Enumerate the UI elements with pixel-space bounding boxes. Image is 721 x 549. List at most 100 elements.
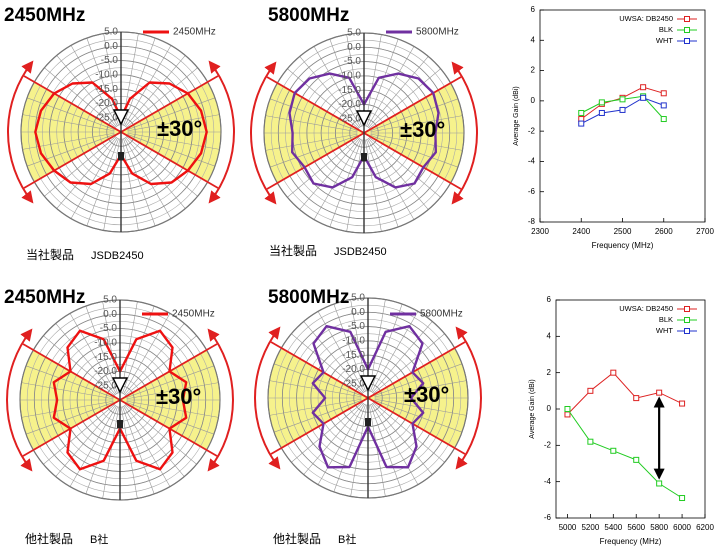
polar-spoke	[21, 400, 114, 418]
y-axis-label: Average Gain (dBi)	[529, 379, 536, 438]
sector-arrow	[7, 60, 34, 204]
x-axis-label: Frequency (MHz)	[600, 537, 662, 546]
polar-spoke	[372, 403, 433, 475]
polar-spoke	[126, 365, 215, 398]
polar-spoke	[126, 400, 219, 418]
x-tick-label: 5400	[604, 523, 622, 532]
series-line	[567, 372, 683, 415]
polar-spoke	[122, 406, 155, 495]
r-tick-label: -20.0	[338, 99, 361, 110]
polar-spoke	[127, 132, 220, 150]
polar-spoke	[313, 46, 361, 127]
polar-spoke	[350, 404, 368, 497]
r-tick-label: 5.0	[351, 293, 365, 304]
data-point	[640, 94, 647, 101]
antenna-body	[118, 152, 124, 160]
data-point	[633, 456, 640, 463]
sector-annotation: ±30°	[404, 382, 449, 407]
y-tick-label: 0	[531, 96, 536, 105]
polar-spoke	[329, 139, 362, 228]
data-point	[610, 447, 617, 454]
data-point	[656, 480, 663, 487]
antenna-body	[117, 420, 123, 428]
polar-spoke	[269, 380, 362, 398]
data-point	[660, 116, 667, 123]
r-tick-label: -20.0	[95, 98, 118, 109]
r-tick-label: -25.0	[95, 112, 118, 123]
sector-arrow	[254, 326, 281, 470]
data-point	[564, 406, 571, 412]
r-tick-label: -15.0	[342, 350, 365, 361]
caption-maker: 他社製品	[25, 531, 73, 546]
pattern-line	[34, 81, 208, 186]
x-tick-label: 5600	[627, 523, 645, 532]
data-point	[660, 102, 667, 109]
r-tick-label: -15.0	[338, 85, 361, 96]
polar-spoke	[124, 138, 172, 219]
y-tick-label: -2	[528, 126, 536, 135]
series-line	[567, 408, 683, 499]
legend-label: WHT	[656, 36, 673, 45]
r-tick-label: 0.0	[351, 307, 365, 318]
polar-spoke	[70, 45, 118, 126]
polar-spoke	[125, 335, 197, 396]
polar-spoke	[370, 115, 463, 133]
polar-spoke	[124, 323, 185, 395]
legend-label: 5800MHz	[420, 309, 463, 320]
polar-spoke	[346, 139, 364, 232]
r-tick-label: -15.0	[95, 84, 118, 95]
polar-spoke	[22, 132, 115, 150]
polar-spoke	[85, 406, 118, 495]
polar-spoke	[126, 382, 219, 400]
data-point	[587, 387, 594, 394]
polar-spoke	[299, 56, 360, 128]
x-tick-label: 5200	[581, 523, 599, 532]
polar-spoke	[291, 333, 363, 394]
legend-marker	[684, 27, 690, 33]
legend-label: BLK	[659, 25, 673, 34]
polar-spoke	[127, 134, 216, 167]
polar-spoke	[368, 56, 429, 128]
caption-model: JSDB2450	[334, 246, 387, 258]
polar-spoke	[125, 137, 186, 209]
x-tick-label: 6200	[696, 523, 714, 532]
polar-spoke	[287, 68, 359, 129]
polar-spoke	[25, 365, 114, 398]
x-tick-label: 2500	[614, 227, 632, 236]
antenna-triangle	[359, 375, 377, 392]
polar-spoke	[369, 137, 441, 198]
polar-spoke	[373, 402, 445, 463]
sector-arrow	[208, 60, 235, 204]
data-point	[610, 369, 617, 376]
polar-spoke	[126, 67, 198, 128]
pattern-line	[52, 329, 188, 471]
legend-label: UWSA: DB2450	[619, 304, 673, 313]
plot-frame	[555, 299, 706, 519]
legend-marker	[684, 317, 690, 323]
polar-spoke	[69, 313, 117, 394]
data-point	[679, 400, 686, 407]
polar-spoke	[127, 114, 220, 132]
polar-spoke	[367, 46, 415, 127]
polar-spoke	[125, 55, 186, 127]
r-tick-label: -5.0	[344, 56, 362, 67]
polar-spoke	[127, 97, 216, 130]
caption-maker: 当社製品	[26, 247, 74, 262]
polar-spoke	[85, 305, 118, 394]
polar-spoke	[123, 37, 156, 126]
sector-annotation: ±30°	[157, 116, 202, 141]
polar-spoke	[366, 139, 399, 228]
polar-spoke	[329, 38, 362, 127]
antenna-body	[365, 418, 371, 426]
x-tick-label: 2400	[572, 227, 590, 236]
polar-spoke	[369, 68, 441, 129]
r-tick-label: 5.0	[104, 27, 118, 38]
y-tick-label: 4	[547, 331, 552, 340]
x-tick-label: 2300	[531, 227, 549, 236]
polar-spoke	[22, 114, 115, 132]
legend-label: 2450MHz	[173, 27, 216, 38]
polar-spoke	[269, 135, 358, 168]
legend-marker	[684, 306, 690, 312]
polar-spoke	[269, 98, 358, 131]
